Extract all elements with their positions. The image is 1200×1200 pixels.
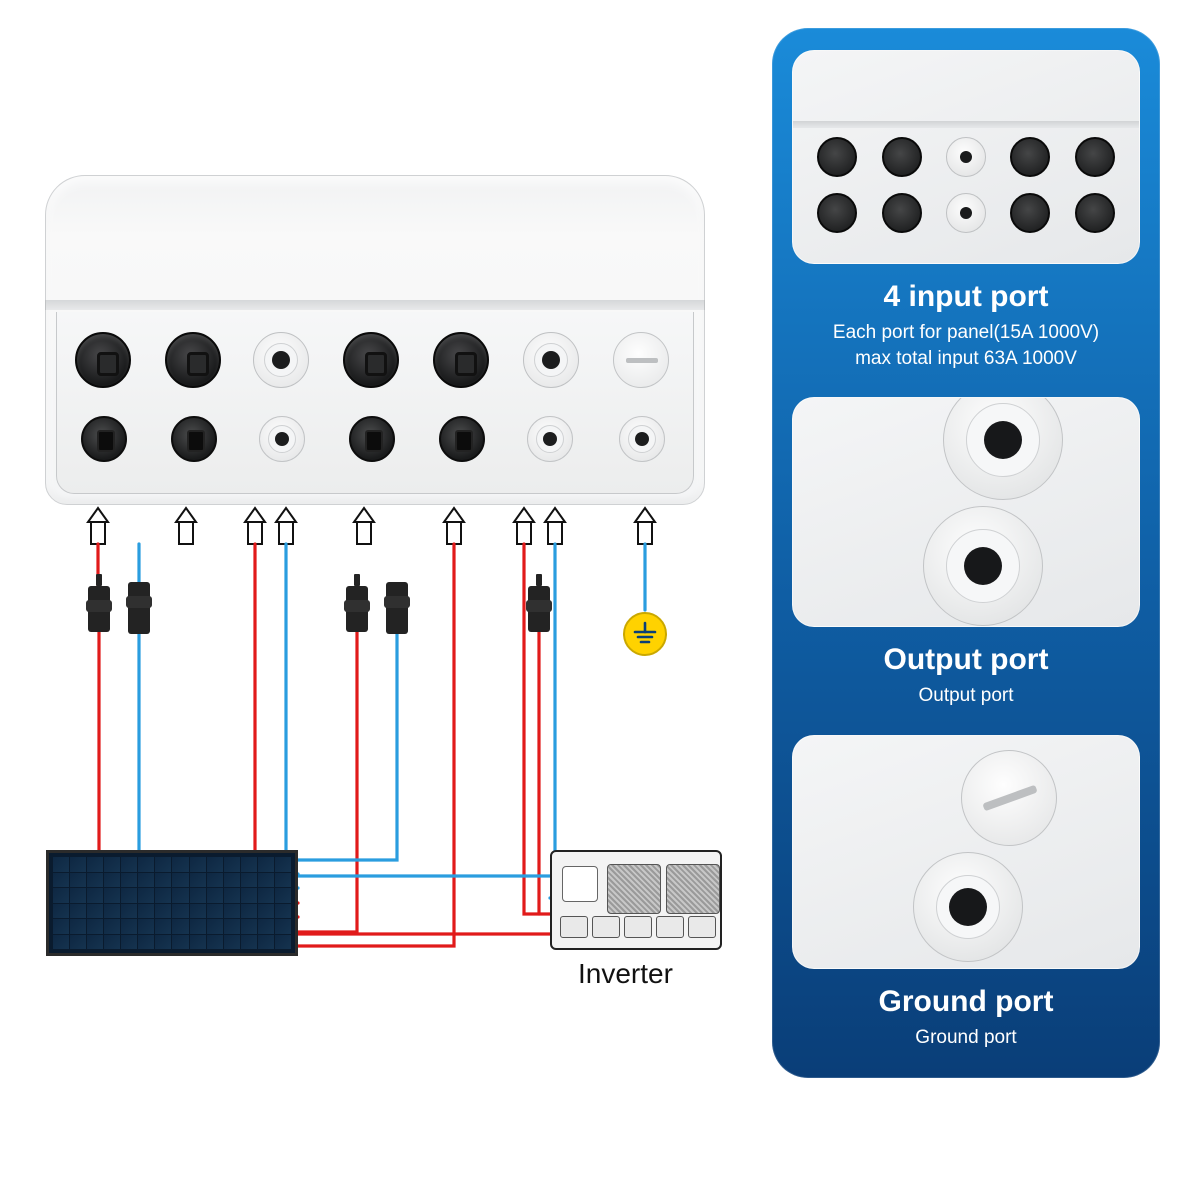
port-dark-top-3 xyxy=(343,332,399,388)
solar-panel xyxy=(46,850,298,956)
inverter xyxy=(550,850,722,950)
card-input-port xyxy=(792,50,1140,264)
inverter-label: Inverter xyxy=(578,958,673,990)
mc4-connector xyxy=(528,586,550,632)
port-dark-top-0 xyxy=(75,332,131,388)
port-darks-bot-1 xyxy=(171,416,217,462)
ground-icon xyxy=(623,612,667,656)
combiner-box-lip xyxy=(45,300,705,310)
port-dark-top-1 xyxy=(165,332,221,388)
card1-line2: max total input 63A 1000V xyxy=(792,346,1140,372)
main-diagram: Inverter xyxy=(0,0,750,1080)
port-glands-bot-2 xyxy=(259,416,305,462)
side-panel: 4 input port Each port for panel(15A 100… xyxy=(772,28,1160,1078)
combiner-front-panel xyxy=(56,312,694,494)
mc4-connector xyxy=(346,586,368,632)
port-dark-top-4 xyxy=(433,332,489,388)
mc4-connector xyxy=(386,582,408,634)
card1-line1: Each port for panel(15A 1000V) xyxy=(792,320,1140,346)
mc4-connector xyxy=(88,586,110,632)
port-gland-top-5 xyxy=(523,332,579,388)
port-darks-bot-3 xyxy=(349,416,395,462)
port-glands-bot-5 xyxy=(527,416,573,462)
card-output-port xyxy=(792,397,1140,627)
mc4-connector xyxy=(128,582,150,634)
port-darks-bot-0 xyxy=(81,416,127,462)
card3-sub: Ground port xyxy=(792,1025,1140,1051)
port-darks-bot-4 xyxy=(439,416,485,462)
port-cap-top-6 xyxy=(613,332,669,388)
card2-sub: Output port xyxy=(792,683,1140,709)
card2-title: Output port xyxy=(792,643,1140,677)
port-glands-bot-6 xyxy=(619,416,665,462)
port-gland-top-2 xyxy=(253,332,309,388)
card-ground-port xyxy=(792,735,1140,969)
card3-title: Ground port xyxy=(792,985,1140,1019)
card1-title: 4 input port xyxy=(792,280,1140,314)
